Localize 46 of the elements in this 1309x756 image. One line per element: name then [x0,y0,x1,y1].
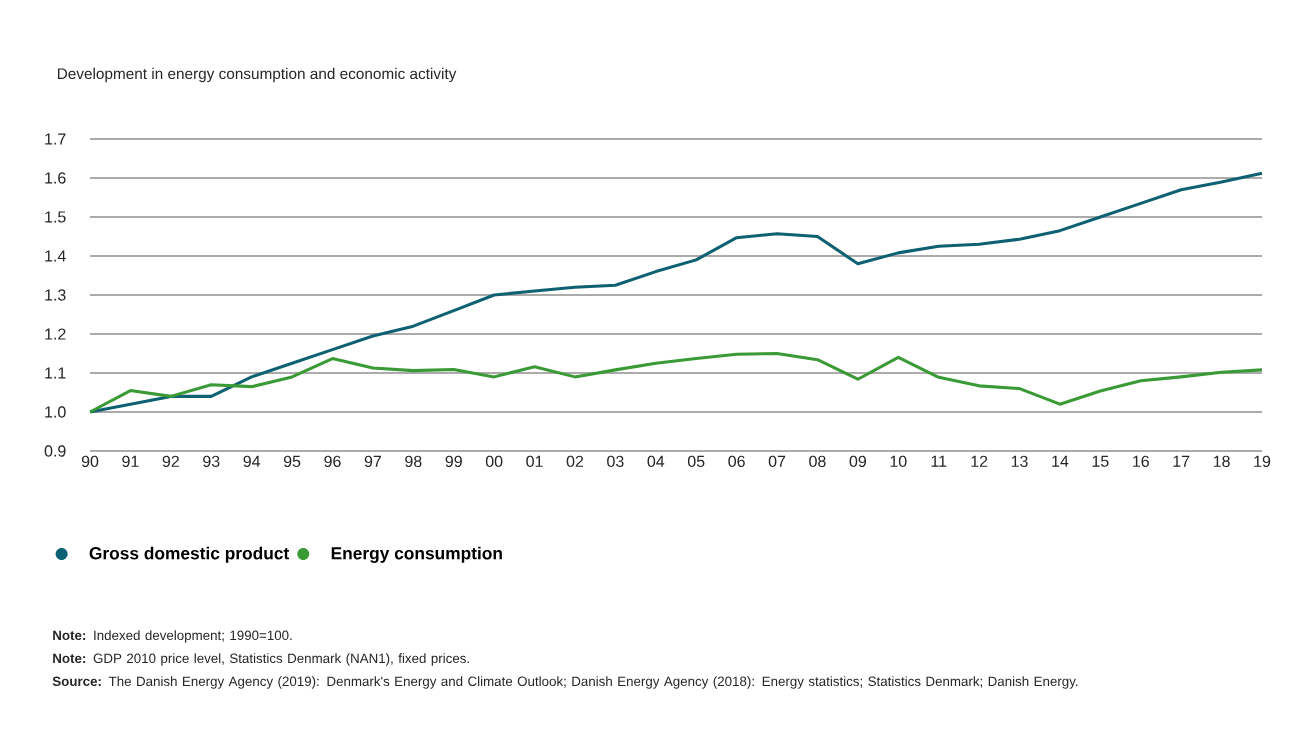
y-tick-label: 1.6 [45,172,66,184]
y-tick-label: 1.4 [45,250,66,262]
x-tick-label: 03 [607,455,624,468]
x-tick-label: 01 [526,455,543,468]
x-tick-label: 08 [809,455,826,468]
x-tick-label: 04 [647,455,665,468]
y-tick-label: 1.3 [45,289,66,301]
x-tick-label: 07 [768,455,786,468]
x-tick-label: 17 [1173,455,1190,467]
text: Source: The Danish Energy Agency (2019): Denmark's Energy and Climate Outlook; Danish Energy Agency (2018): Energy statistics; Statistics Denmark; Danish Energy. [52,676,1078,689]
text: Note: GDP 2010 price level, Statistics Denmark (NAN1), fixed prices. [53,653,469,666]
x-tick-label: 97 [364,455,381,468]
x-tick-label: 14 [1052,455,1069,467]
x-tick-label: 98 [405,455,422,468]
y-tick-label: 0.9 [44,445,66,457]
x-tick-label: 93 [203,455,220,468]
y-tick-label: 1.5 [45,211,66,223]
x-tick-label: 02 [566,455,584,468]
x-tick-label: 92 [162,455,179,468]
y-tick-label: 1.2 [45,328,66,340]
y-tick-label: 1.0 [45,406,66,418]
x-tick-label: 05 [687,455,705,468]
x-tick-label: 99 [445,455,462,468]
text: Note: Indexed development; 1990=100. [53,630,292,643]
x-tick-label: 06 [728,455,745,468]
x-tick-label: 91 [122,455,139,468]
x-tick-label: 11 [931,455,947,467]
x-tick-label: 16 [1133,455,1149,468]
x-tick-label: 19 [1254,455,1271,468]
x-tick-label: 18 [1213,455,1230,468]
x-tick-label: 10 [890,455,907,468]
legend-label: Gross domestic product [89,546,290,563]
x-tick-label: 13 [1011,455,1028,468]
x-tick-label: 95 [283,455,301,468]
x-tick-label: 94 [243,455,261,468]
x-tick-label: 12 [971,455,988,467]
x-tick-label: 96 [324,455,341,468]
x-tick-label: 90 [81,455,99,468]
line-series [88,351,1264,414]
y-tick-label: 1.1 [45,367,66,379]
x-tick-label: 15 [1092,455,1109,467]
y-tick-label: 1.7 [45,133,66,145]
chart-title: Development in energy consumption and economic activity [57,67,457,83]
legend-label: Energy consumption [331,546,502,563]
x-tick-label: 00 [485,455,503,468]
x-tick-label: 09 [849,455,866,468]
